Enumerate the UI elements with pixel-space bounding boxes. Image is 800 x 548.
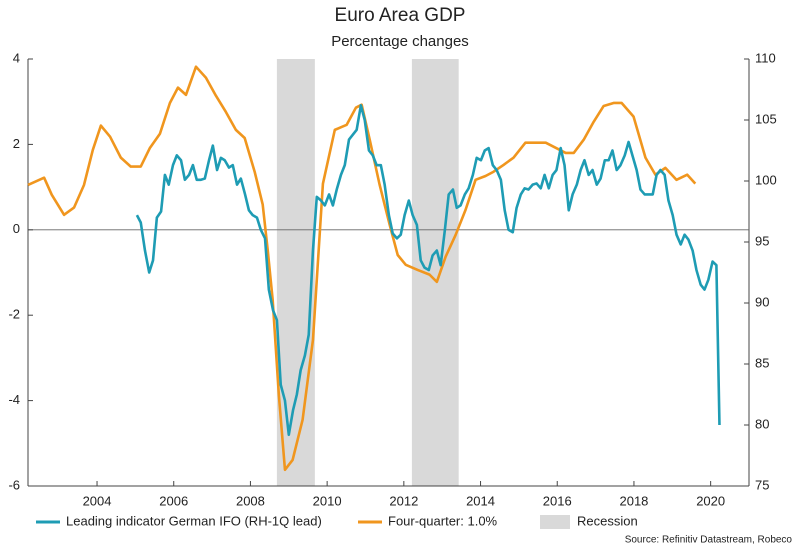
- series-line: [135, 104, 721, 437]
- chart-subtitle: Percentage changes: [331, 33, 469, 50]
- x-tick-label: 2010: [313, 493, 342, 508]
- y-tick-label: -6: [8, 477, 20, 492]
- y2-tick-label: 100: [755, 172, 777, 187]
- y2-tick-label: 75: [755, 477, 769, 492]
- x-tick-label: 2020: [696, 493, 725, 508]
- legend-swatch: [540, 515, 570, 529]
- x-tick-label: 2014: [466, 493, 495, 508]
- y2-tick-label: 90: [755, 294, 769, 309]
- legend-label: Recession: [577, 513, 638, 528]
- recession-band: [276, 59, 315, 486]
- y2-tick-label: 105: [755, 111, 777, 126]
- y2-tick-label: 110: [755, 50, 776, 65]
- legend-label: Four-quarter: 1.0%: [388, 513, 498, 528]
- x-tick-label: 2006: [159, 493, 188, 508]
- y-tick-label: 4: [13, 50, 20, 65]
- recession-band: [411, 59, 459, 486]
- legend-label: Leading indicator German IFO (RH-1Q lead…: [66, 513, 322, 528]
- y2-tick-label: 95: [755, 233, 769, 248]
- y-tick-label: -4: [8, 392, 20, 407]
- y2-tick-label: 85: [755, 355, 769, 370]
- x-tick-label: 2004: [83, 493, 112, 508]
- y2-tick-label: 80: [755, 416, 769, 431]
- x-tick-label: 2008: [236, 493, 265, 508]
- series-line: [27, 65, 697, 472]
- y-tick-label: 0: [13, 221, 20, 236]
- source-note: Source: Refinitiv Datastream, Robeco: [625, 535, 793, 546]
- chart-title: Euro Area GDP: [335, 5, 466, 26]
- x-tick-label: 2012: [389, 493, 418, 508]
- y-tick-label: 2: [13, 136, 20, 151]
- x-tick-label: 2018: [619, 493, 648, 508]
- x-tick-label: 2016: [543, 493, 572, 508]
- y-tick-label: -2: [8, 307, 20, 322]
